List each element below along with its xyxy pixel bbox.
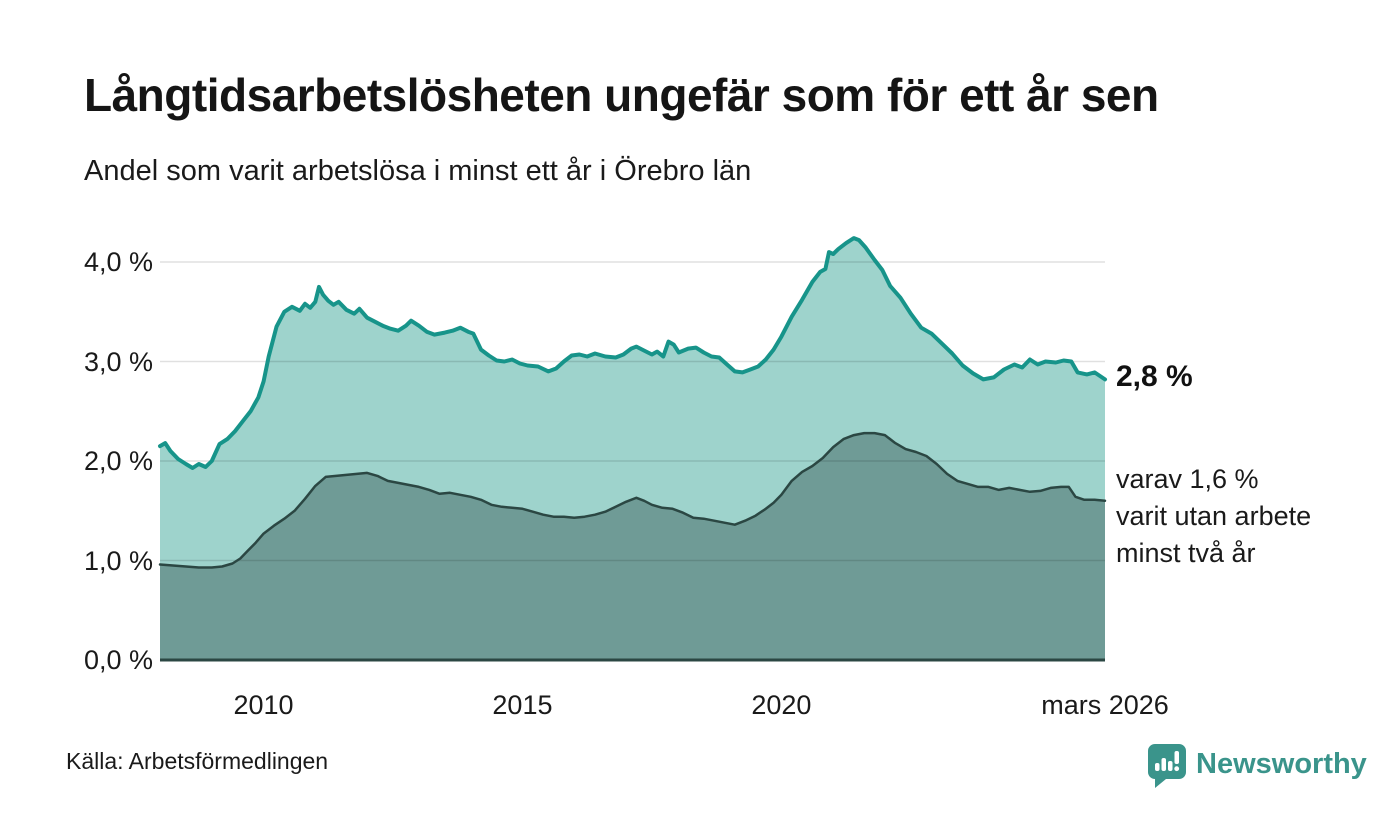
x-tick-label: mars 2026 bbox=[1041, 690, 1169, 720]
newsworthy-wordmark: Newsworthy bbox=[1196, 748, 1367, 780]
y-tick-label: 4,0 % bbox=[83, 247, 153, 277]
annotation-line: varit utan arbete bbox=[1116, 501, 1312, 531]
x-tick-label: 2010 bbox=[233, 690, 294, 720]
line-minst-ett-år bbox=[158, 236, 1107, 470]
page-subtitle: Andel som varit arbetslösa i minst ett å… bbox=[84, 155, 752, 187]
y-tick-label: 2,0 % bbox=[83, 446, 153, 476]
y-tick-label: 0,0 % bbox=[83, 645, 153, 675]
area-minst-två-år bbox=[160, 433, 1105, 660]
annotation-line: minst två år bbox=[1116, 538, 1256, 568]
newsworthy-bubble-chart-icon bbox=[1148, 744, 1186, 788]
y-tick-label: 3,0 % bbox=[83, 346, 153, 377]
latest-value-label: 2,8 % bbox=[1116, 360, 1193, 393]
line-minst-två-år bbox=[158, 431, 1107, 569]
x-tick-label: 2015 bbox=[492, 690, 553, 720]
newsworthy-logo[interactable]: Newsworthy bbox=[1146, 742, 1367, 788]
area-minst-ett-år bbox=[160, 238, 1105, 660]
annotation-line: varav 1,6 % bbox=[1116, 464, 1259, 494]
source-note: Källa: Arbetsförmedlingen bbox=[66, 748, 329, 774]
y-tick-label: 1,0 % bbox=[83, 545, 153, 576]
secondary-series-annotation: varav 1,6 % varit utan arbete minst två … bbox=[1116, 461, 1311, 572]
page-title: Långtidsarbetslösheten ungefär som för e… bbox=[84, 69, 1159, 121]
x-tick-label: 2020 bbox=[751, 690, 812, 720]
